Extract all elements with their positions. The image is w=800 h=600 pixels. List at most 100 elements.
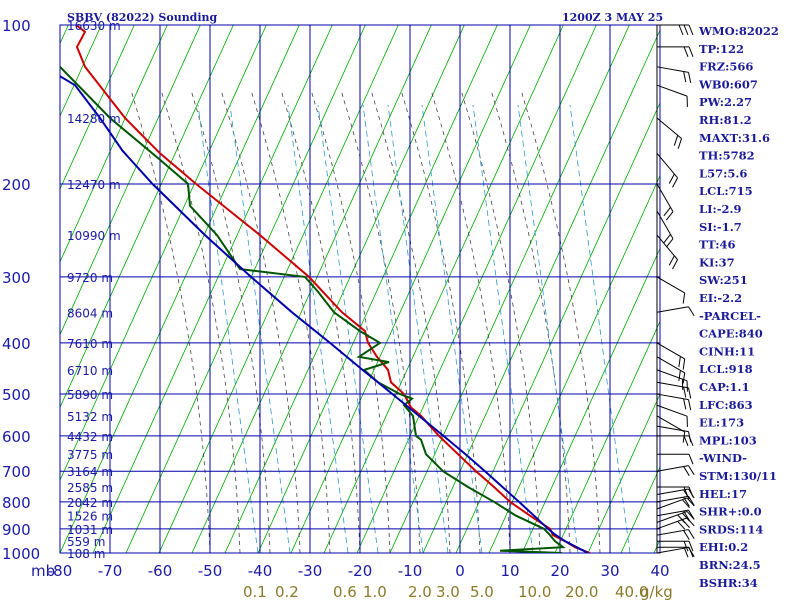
- index-line: MAXT:31.6: [699, 131, 770, 145]
- mixing-ratio-line: [197, 104, 259, 553]
- wind-barb-shaft: [656, 546, 689, 554]
- wind-barb-flag: [688, 496, 695, 506]
- wind-barb-flag: [688, 529, 695, 539]
- wind-barb-flag: [678, 356, 681, 368]
- index-line: BRN:24.5: [699, 558, 761, 572]
- wind-barb-flag: [663, 207, 671, 217]
- pressure-tick-label: 700: [2, 463, 31, 481]
- index-line: KI:37: [699, 255, 735, 269]
- dry-adiabat-line: [488, 174, 660, 553]
- height-label: 559 m: [67, 535, 105, 549]
- index-line: -WIND-: [699, 451, 747, 465]
- wind-barb-flag: [678, 24, 684, 36]
- temperature-tick-label: -70: [98, 562, 123, 580]
- wind-barb-shaft: [656, 510, 688, 523]
- wind-barb-flag: [688, 541, 694, 552]
- height-label: 10990 m: [67, 229, 121, 243]
- index-line: EI:-2.2: [699, 291, 742, 305]
- dry-adiabat-line: [257, 25, 498, 553]
- mixing-ratio-label: 40.0: [615, 583, 648, 600]
- wind-barb-flag: [688, 387, 692, 399]
- wind-barb-flag: [682, 292, 686, 304]
- temperature-tick-label: -10: [398, 562, 423, 580]
- wind-barb-shaft: [656, 529, 689, 536]
- index-line: LFC:863: [699, 398, 753, 412]
- wind-barb-flag: [677, 514, 686, 524]
- dry-adiabat-line: [125, 25, 366, 553]
- wind-barb-flag: [683, 496, 690, 507]
- sounding-profiles: [60, 25, 591, 553]
- wind-barb-flag: [682, 358, 686, 370]
- temperature-tick-label: 40: [650, 562, 669, 580]
- wind-barb-flag: [678, 370, 681, 382]
- index-line: TT:46: [699, 238, 736, 252]
- wind-barb-flag: [672, 259, 679, 270]
- wind-barb-flag: [682, 372, 686, 384]
- wind-barb-flag: [677, 520, 686, 530]
- wind-barb-flag: [688, 399, 692, 411]
- dewpoint-profile-line: [60, 66, 566, 553]
- mixing-ratio-line: [387, 104, 449, 553]
- temperature-tick-label: 30: [600, 562, 619, 580]
- wind-barb-flag: [683, 541, 689, 552]
- wind-barb-shaft: [656, 495, 689, 503]
- wind-barb-flag: [688, 454, 694, 465]
- wind-barb-shaft: [656, 465, 689, 472]
- dry-adiabat-line: [92, 25, 333, 553]
- wind-barb-shaft: [656, 183, 674, 212]
- pressure-tick-label: 500: [2, 386, 31, 404]
- mixing-ratio-line: [472, 104, 534, 553]
- wind-barb-shaft: [656, 342, 685, 360]
- dry-adiabat-line: [290, 25, 531, 553]
- wind-barb-flag: [683, 24, 689, 36]
- mixing-ratio-label: 0.1: [243, 583, 267, 600]
- index-line: SHR+:0.0: [699, 505, 762, 519]
- wind-barb-flag: [672, 177, 679, 188]
- height-label: 7610 m: [67, 337, 113, 351]
- temperature-tick-label: -50: [198, 562, 223, 580]
- index-line: RH:81.2: [699, 113, 752, 127]
- temperature-tick-label: 0: [455, 562, 465, 580]
- wind-barb-flag: [683, 386, 687, 398]
- index-line: WMO:82022: [698, 24, 779, 38]
- index-line: EHI:0.2: [699, 540, 748, 554]
- sounding-time: 1200Z 3 MAY 25: [562, 11, 663, 24]
- temperature-tick-label: -40: [248, 562, 273, 580]
- wind-barb-flag: [688, 547, 694, 558]
- mixing-ratio-labels: 0.1 0.2 0.6 1.0 2.0 3.0 5.0 10.0 20.0 40.0g/kg: [243, 583, 673, 600]
- index-line: PW:2.27: [699, 95, 752, 109]
- wind-barb-shaft: [656, 84, 688, 97]
- height-label: 6710 m: [67, 364, 113, 378]
- wind-barb-flag: [688, 306, 695, 317]
- pressure-tick-label: 900: [2, 521, 31, 539]
- height-label: 16630 m: [67, 19, 121, 33]
- dry-adiabat-line: [356, 25, 597, 553]
- wind-barb-shaft: [656, 415, 685, 433]
- mixing-ratio-label: 2.0: [408, 583, 432, 600]
- index-line: SW:251: [699, 273, 748, 287]
- wind-barb-shaft: [656, 153, 678, 179]
- pressure-tick-label: 200: [2, 176, 31, 194]
- dry-adiabats: [60, 25, 660, 553]
- wind-barb-flag: [683, 71, 687, 83]
- wind-barb-flag: [688, 431, 692, 443]
- mixing-ratio-line: [517, 104, 579, 553]
- wind-barb-flag: [688, 486, 694, 498]
- mixing-ratio-label: 10.0: [518, 583, 551, 600]
- mixing-ratio-label: 1.0: [363, 583, 387, 600]
- height-label: 9720 m: [67, 271, 113, 285]
- mixing-ratio-label: 0.2: [275, 583, 299, 600]
- wind-barb-flag: [688, 465, 695, 476]
- pressure-tick-label: 1000: [2, 545, 40, 563]
- height-label: 3775 m: [67, 448, 113, 462]
- mixing-ratio-label: 0.6: [333, 583, 357, 600]
- dry-adiabat-line: [224, 25, 465, 553]
- mixing-ratio-line: [421, 104, 483, 553]
- index-line: MPL:103: [699, 433, 757, 447]
- pressure-tick-label: 600: [2, 428, 31, 446]
- index-line: FRZ:566: [699, 60, 753, 74]
- mixing-ratio-label: 3.0: [436, 583, 460, 600]
